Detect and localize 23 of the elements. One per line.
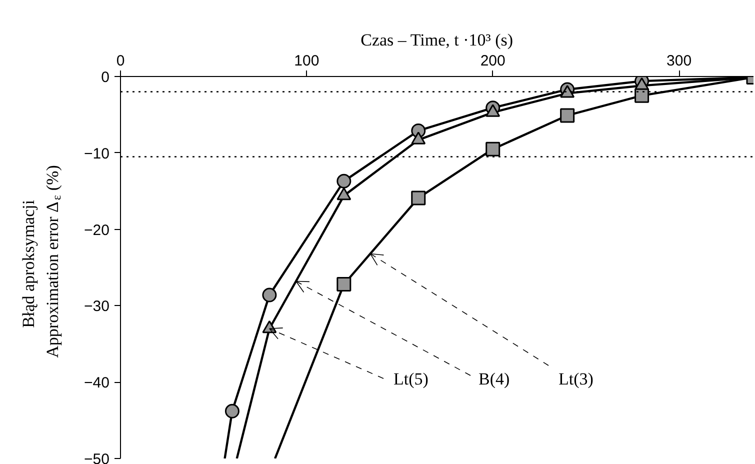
annotation: Lt(3): [558, 370, 594, 388]
point: [336, 277, 352, 292]
y-tick-label: −10: [84, 145, 110, 162]
y-tick-label: 0: [101, 69, 110, 86]
x-tick-label: 300: [666, 52, 692, 70]
y-tick-label: −30: [84, 298, 110, 316]
x-tick-label: 200: [480, 52, 506, 70]
annotation: Lt(5): [394, 370, 428, 388]
point: [634, 88, 650, 103]
point: [560, 108, 575, 123]
y-tick-label: −50: [84, 451, 110, 464]
x-tick-label: 0: [116, 52, 125, 70]
y-axis-title: Błąd aproksymacji Approximation error Δε (%): [19, 165, 64, 358]
point: [411, 190, 426, 206]
annotation: B(4): [478, 370, 510, 388]
y-tick-label: −20: [84, 222, 110, 239]
point: [262, 288, 277, 302]
point: [336, 174, 352, 188]
x-tick-label: 100: [294, 52, 320, 70]
x-axis-title: Czas – Time, t ·10³ (s): [360, 30, 514, 50]
point: [224, 404, 240, 418]
y-tick-label: −40: [84, 374, 110, 392]
point: [486, 142, 500, 156]
